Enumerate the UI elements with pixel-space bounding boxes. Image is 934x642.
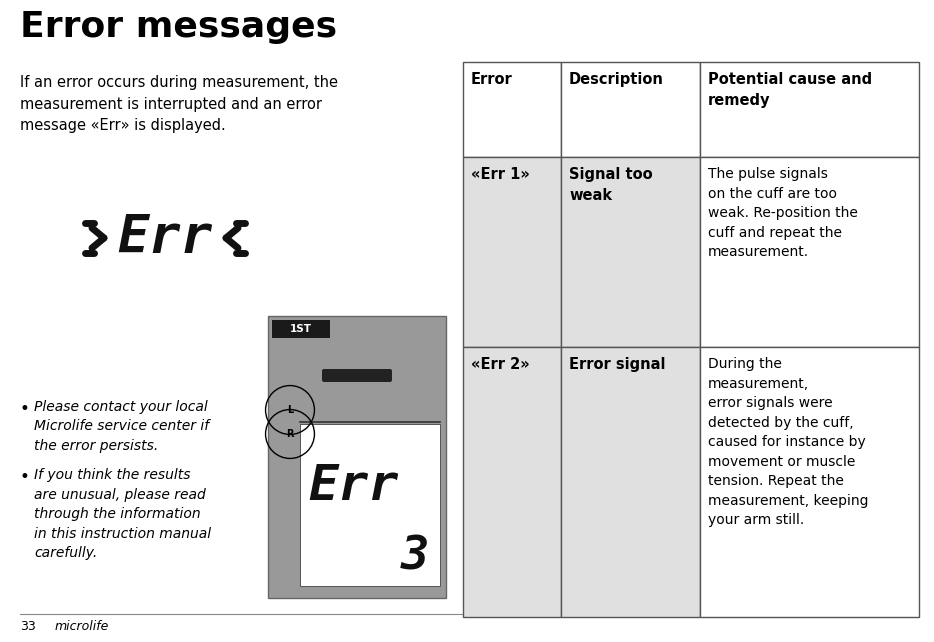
Bar <box>300 424 440 586</box>
Text: L: L <box>287 405 293 415</box>
Text: R: R <box>286 429 294 439</box>
Bar <box>463 62 561 157</box>
Bar <box>700 347 919 617</box>
Bar <box>700 62 919 157</box>
Text: Err: Err <box>118 212 213 264</box>
Text: microlife: microlife <box>55 620 109 633</box>
Text: «Err 1»: «Err 1» <box>471 167 530 182</box>
Bar <box>463 157 561 347</box>
Text: «Err 2»: «Err 2» <box>471 357 530 372</box>
Bar <box>561 62 700 157</box>
FancyBboxPatch shape <box>344 369 370 382</box>
Text: Error messages: Error messages <box>20 10 337 44</box>
FancyBboxPatch shape <box>322 369 348 382</box>
Text: Please contact your local
Microlife service center if
the error persists.: Please contact your local Microlife serv… <box>34 400 209 453</box>
Bar <box>268 316 446 598</box>
Text: Signal too
weak: Signal too weak <box>569 167 653 203</box>
Text: If you think the results
are unusual, please read
through the information
in thi: If you think the results are unusual, pl… <box>34 468 211 560</box>
Bar <box>463 347 561 617</box>
Text: Description: Description <box>569 72 664 87</box>
Text: 33: 33 <box>20 620 35 633</box>
Text: Error signal: Error signal <box>569 357 666 372</box>
Bar <box>700 157 919 347</box>
Text: If an error occurs during measurement, the
measurement is interrupted and an err: If an error occurs during measurement, t… <box>20 75 338 133</box>
Text: 1ST: 1ST <box>290 324 312 334</box>
Bar <box>561 157 700 347</box>
Text: 3: 3 <box>401 534 429 579</box>
Text: During the
measurement,
error signals were
detected by the cuff,
caused for inst: During the measurement, error signals we… <box>708 357 869 527</box>
Text: Potential cause and
remedy: Potential cause and remedy <box>708 72 872 108</box>
FancyBboxPatch shape <box>366 369 392 382</box>
Text: The pulse signals
on the cuff are too
weak. Re-position the
cuff and repeat the
: The pulse signals on the cuff are too we… <box>708 167 858 259</box>
Bar <box>561 347 700 617</box>
Text: •: • <box>20 468 30 486</box>
Text: •: • <box>20 400 30 418</box>
Text: Error: Error <box>471 72 513 87</box>
Bar <box>272 320 330 338</box>
Text: Err: Err <box>308 462 399 510</box>
